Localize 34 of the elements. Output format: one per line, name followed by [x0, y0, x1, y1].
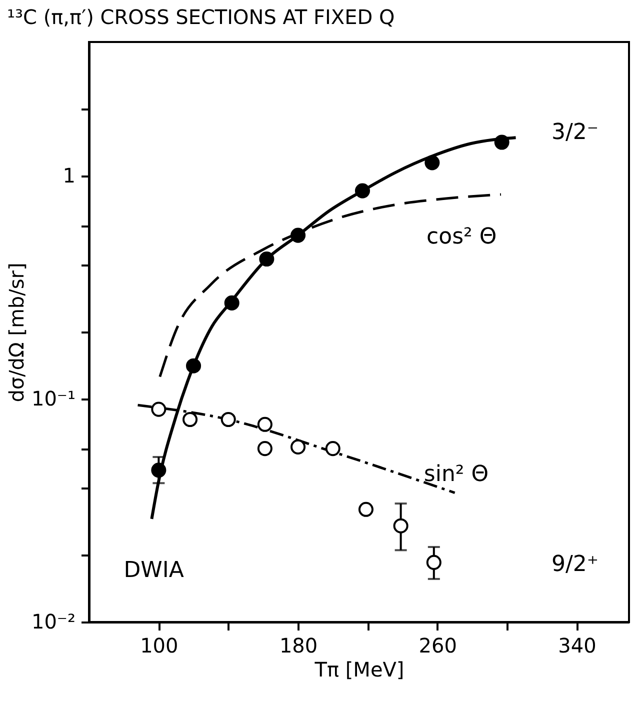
point	[182, 412, 198, 428]
annotation: sin² Θ	[424, 462, 489, 488]
point	[257, 441, 272, 456]
point	[224, 295, 240, 310]
point	[259, 252, 274, 267]
annotation: cos² Θ	[426, 224, 497, 250]
x-tick-label: 260	[418, 634, 457, 658]
point	[494, 134, 510, 150]
x-tick-label: 340	[558, 634, 596, 658]
point	[290, 439, 306, 454]
point	[257, 416, 272, 432]
point	[220, 412, 236, 428]
point	[151, 462, 166, 478]
chart-title: ¹³C (π,π′) CROSS SECTIONS AT FIXED Q	[6, 5, 395, 29]
annotation: 3/2⁻	[551, 120, 599, 145]
y-tick-label: 10⁻²	[31, 610, 76, 634]
point	[426, 554, 442, 570]
x-axis-title: Tπ [MeV]	[314, 658, 404, 682]
x-tick-label: 180	[279, 634, 318, 658]
point	[186, 358, 202, 374]
y-tick-label: 10⁻¹	[31, 386, 76, 411]
point	[325, 441, 340, 456]
y-tick-label: 1	[62, 164, 76, 188]
annotation: DWIA	[124, 558, 184, 583]
annotation: 9/2⁺	[551, 552, 599, 577]
point	[354, 183, 370, 198]
point	[393, 518, 408, 534]
point	[290, 228, 306, 243]
point	[151, 402, 166, 417]
point	[424, 155, 440, 170]
point	[358, 502, 374, 517]
x-tick-label: 100	[140, 634, 178, 658]
y-axis-title: dσ/dΩ [mb/sr]	[4, 262, 28, 402]
line-series	[158, 193, 502, 378]
